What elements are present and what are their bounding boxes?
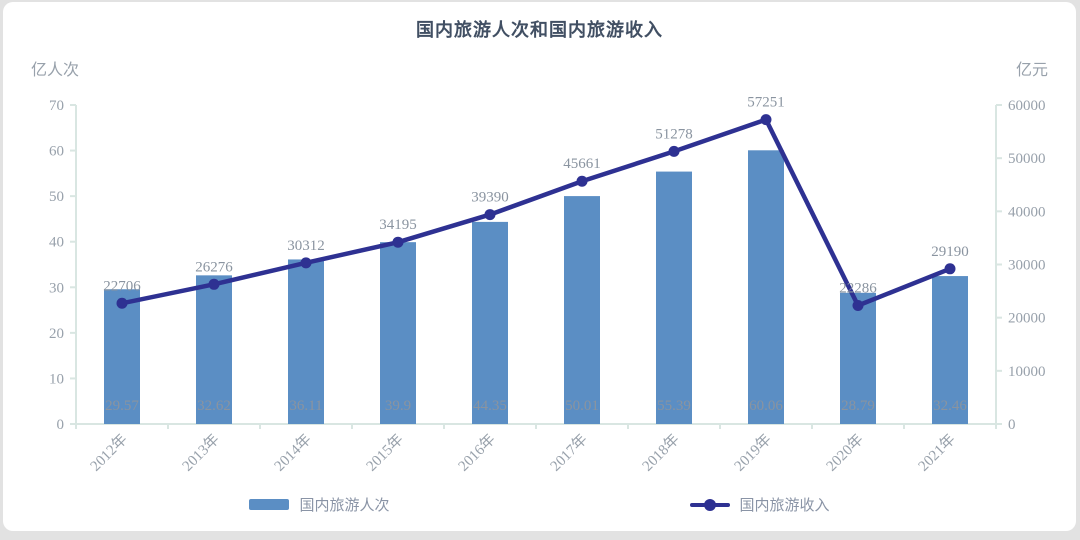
line-series-path xyxy=(119,117,953,308)
left-axis-tick-label: 50 xyxy=(49,189,64,205)
plot-area: 0 10 20 30 40 50 60 70 0 10000 20000 30000 40000 5000… xyxy=(31,61,1048,475)
x-axis-label: 2020年 xyxy=(823,431,867,475)
left-axis-tick-label: 40 xyxy=(49,235,64,251)
line-point-2016年 xyxy=(484,209,496,221)
x-axis-label: 2013年 xyxy=(179,431,223,475)
line-value-label: 26276 xyxy=(195,259,233,275)
left-axis-unit-label: 亿人次 xyxy=(31,61,79,79)
line-point-2014年 xyxy=(300,257,312,269)
legend-label-line: 国内旅游收入 xyxy=(739,498,830,514)
bar-value-label: 32.46 xyxy=(933,398,967,414)
left-axis-tick-label: 20 xyxy=(49,326,64,342)
line-value-label: 39390 xyxy=(471,190,509,206)
x-axis-label: 2016年 xyxy=(455,431,499,475)
line-value-label: 29190 xyxy=(931,244,969,260)
bar-value-label: 60.06 xyxy=(749,398,783,414)
chart-card: 国内旅游人次和国内旅游收入 0 10 20 30 40 50 60 70 0 10000 20000… xyxy=(3,2,1076,531)
line-point-2012年 xyxy=(116,297,128,309)
bar-2021年 xyxy=(932,276,968,424)
right-axis-tick-label: 50000 xyxy=(1008,151,1046,167)
x-axis-label: 2014年 xyxy=(271,431,315,475)
bar-2014年 xyxy=(288,259,324,424)
chart-legend: 国内旅游人次 国内旅游收入 xyxy=(3,494,1076,515)
bar-value-label: 55.39 xyxy=(657,398,691,414)
right-axis-tick-label: 20000 xyxy=(1008,311,1046,327)
right-axis-tick-label: 10000 xyxy=(1008,364,1046,380)
line-point-2017年 xyxy=(576,175,588,187)
line-value-label: 34195 xyxy=(379,217,417,233)
right-axis-tick-label: 30000 xyxy=(1008,258,1046,274)
x-axis-label: 2015年 xyxy=(363,431,407,475)
bar-2015年 xyxy=(380,242,416,424)
bar-series-swatch xyxy=(249,499,290,510)
x-axis-label: 2019年 xyxy=(731,431,775,475)
left-axis-tick-label: 10 xyxy=(49,371,64,387)
line-value-label: 51278 xyxy=(655,126,693,142)
right-axis-tick-label: 40000 xyxy=(1008,204,1046,220)
bar-value-label: 39.9 xyxy=(385,398,411,414)
left-axis-tick-label: 0 xyxy=(57,417,65,433)
line-value-label: 57251 xyxy=(747,95,785,111)
x-axis-label: 2018年 xyxy=(639,431,683,475)
bar-value-label: 36.11 xyxy=(289,398,322,414)
line-point-2020年 xyxy=(852,300,864,312)
bar-value-label: 44.35 xyxy=(473,398,507,414)
bar-value-label: 32.62 xyxy=(197,398,231,414)
bar-2019年 xyxy=(748,150,784,424)
x-axis-label: 2017年 xyxy=(547,431,591,475)
legend-label-bar: 国内旅游人次 xyxy=(299,498,390,514)
right-axis-tick-label: 60000 xyxy=(1008,98,1046,114)
x-axis-label: 2021年 xyxy=(915,431,959,475)
line-point-2019年 xyxy=(760,114,772,126)
bar-value-label: 50.01 xyxy=(565,398,599,414)
line-value-label: 30312 xyxy=(287,238,325,254)
line-point-2015年 xyxy=(392,236,404,248)
legend-item-bar-series: 国内旅游人次 xyxy=(249,494,390,515)
right-axis-tick-label: 0 xyxy=(1008,417,1016,433)
bar-value-label: 29.57 xyxy=(105,398,139,414)
bar-2012年 xyxy=(104,289,140,424)
left-axis-tick-label: 70 xyxy=(49,98,64,114)
bar-2018年 xyxy=(656,171,692,424)
line-series-swatch xyxy=(689,498,730,511)
line-value-label: 45661 xyxy=(563,156,601,172)
bar-value-label: 28.79 xyxy=(841,398,875,414)
right-axis-unit-label: 亿元 xyxy=(1016,61,1048,79)
line-point-2013年 xyxy=(208,278,220,290)
line-value-label: 22706 xyxy=(103,278,141,294)
x-axis-label: 2012年 xyxy=(87,431,131,475)
line-swatch-marker-icon xyxy=(703,498,716,511)
line-value-label: 22286 xyxy=(839,281,877,297)
bar-2017年 xyxy=(564,196,600,424)
legend-item-line-series: 国内旅游收入 xyxy=(689,494,830,515)
bar-2016年 xyxy=(472,221,508,424)
left-axis-tick-label: 60 xyxy=(49,144,64,160)
left-axis-tick-label: 30 xyxy=(49,280,64,296)
line-point-2021年 xyxy=(944,263,956,275)
line-point-2018年 xyxy=(668,145,680,157)
chart-title: 国内旅游人次和国内旅游收入 xyxy=(416,20,663,40)
bar-2020年 xyxy=(840,292,876,424)
bar-2013年 xyxy=(196,275,232,424)
